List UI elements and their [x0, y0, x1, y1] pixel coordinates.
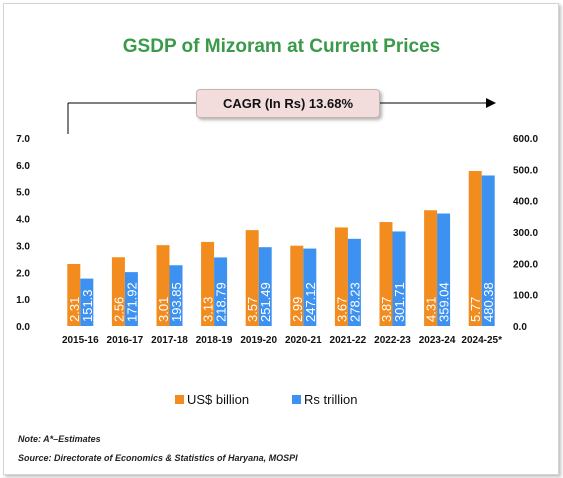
data-label-usd: 3.57 [245, 297, 260, 322]
data-label-inr: 171.92 [124, 282, 139, 322]
chart-title: GSDP of Mizoram at Current Prices [122, 36, 441, 57]
bar-usd [334, 227, 348, 326]
bar-inr [347, 238, 361, 326]
data-label-usd: 4.31 [424, 297, 439, 322]
y-right-tick-label: 300.0 [513, 228, 538, 239]
y-left-tick-label: 0.0 [16, 322, 30, 333]
legend-label-usd: US$ billion [187, 392, 249, 407]
y-left-tick-label: 7.0 [16, 134, 30, 145]
bar-inr [169, 265, 183, 326]
bar-inr [214, 257, 228, 326]
x-tick-label: 2023-24 [419, 335, 456, 346]
data-label-inr: 247.12 [303, 282, 318, 322]
bar-usd [245, 230, 259, 326]
y-left-tick-label: 4.0 [16, 215, 30, 226]
x-tick-label: 2022-23 [374, 335, 411, 346]
source-text: Source: Directorate of Economics & Stati… [18, 453, 298, 463]
x-tick-label: 2017-18 [151, 335, 188, 346]
x-tick-label: 2024-25* [461, 335, 502, 346]
bar-inr [392, 231, 406, 326]
bar-usd [424, 210, 438, 326]
bar-inr [258, 247, 272, 326]
data-label-usd: 3.01 [156, 297, 171, 322]
x-tick-label: 2020-21 [285, 335, 322, 346]
bar-usd [201, 241, 215, 326]
x-tick-label: 2016-17 [107, 335, 144, 346]
y-left-tick-label: 1.0 [16, 295, 30, 306]
legend-label-inr: Rs trillion [304, 392, 357, 407]
bar-usd [379, 222, 393, 326]
bar-usd [156, 245, 170, 326]
x-tick-label: 2019-20 [240, 335, 277, 346]
legend-swatch-inr [292, 395, 301, 404]
data-label-inr: 359.04 [437, 282, 452, 322]
y-left-tick-label: 2.0 [16, 268, 30, 279]
data-label-inr: 193.85 [169, 282, 184, 322]
chart-frame [3, 3, 559, 475]
bar-inr [80, 278, 94, 326]
note-text: Note: A*–Estimates [18, 434, 101, 444]
bar-inr [124, 272, 138, 326]
data-label-usd: 2.99 [290, 297, 305, 322]
legend-swatch-usd [175, 395, 184, 404]
data-label-inr: 151.3 [80, 289, 95, 322]
data-label-usd: 3.13 [201, 297, 216, 322]
bar-inr [303, 248, 317, 326]
y-left-tick-label: 3.0 [16, 241, 30, 252]
bar-usd [290, 245, 304, 326]
bar-usd [468, 171, 482, 326]
data-label-inr: 301.71 [392, 282, 407, 322]
x-tick-label: 2015-16 [62, 335, 99, 346]
data-label-usd: 2.31 [67, 297, 82, 322]
y-right-tick-label: 0.0 [513, 322, 527, 333]
data-label-usd: 2.56 [111, 297, 126, 322]
cagr-box: CAGR (In Rs) 13.68% [196, 89, 380, 118]
data-label-usd: 3.67 [334, 297, 349, 322]
data-label-inr: 218.79 [214, 282, 229, 322]
x-tick-label: 2021-22 [330, 335, 367, 346]
bar-inr [481, 175, 495, 326]
bar-usd [67, 263, 81, 326]
y-left-tick-label: 5.0 [16, 188, 30, 199]
x-tick-label: 2018-19 [196, 335, 233, 346]
data-label-usd: 5.77 [468, 297, 483, 322]
data-label-inr: 278.23 [347, 282, 362, 322]
y-right-tick-label: 600.0 [513, 134, 538, 145]
y-right-tick-label: 200.0 [513, 259, 538, 270]
data-label-inr: 251.49 [258, 282, 273, 322]
bar-inr [437, 213, 451, 326]
y-right-tick-label: 100.0 [513, 291, 538, 302]
data-label-usd: 3.87 [379, 297, 394, 322]
data-label-inr: 480.38 [481, 282, 496, 322]
y-right-tick-label: 400.0 [513, 197, 538, 208]
y-left-tick-label: 6.0 [16, 161, 30, 172]
bar-usd [111, 257, 125, 326]
y-right-tick-label: 500.0 [513, 165, 538, 176]
